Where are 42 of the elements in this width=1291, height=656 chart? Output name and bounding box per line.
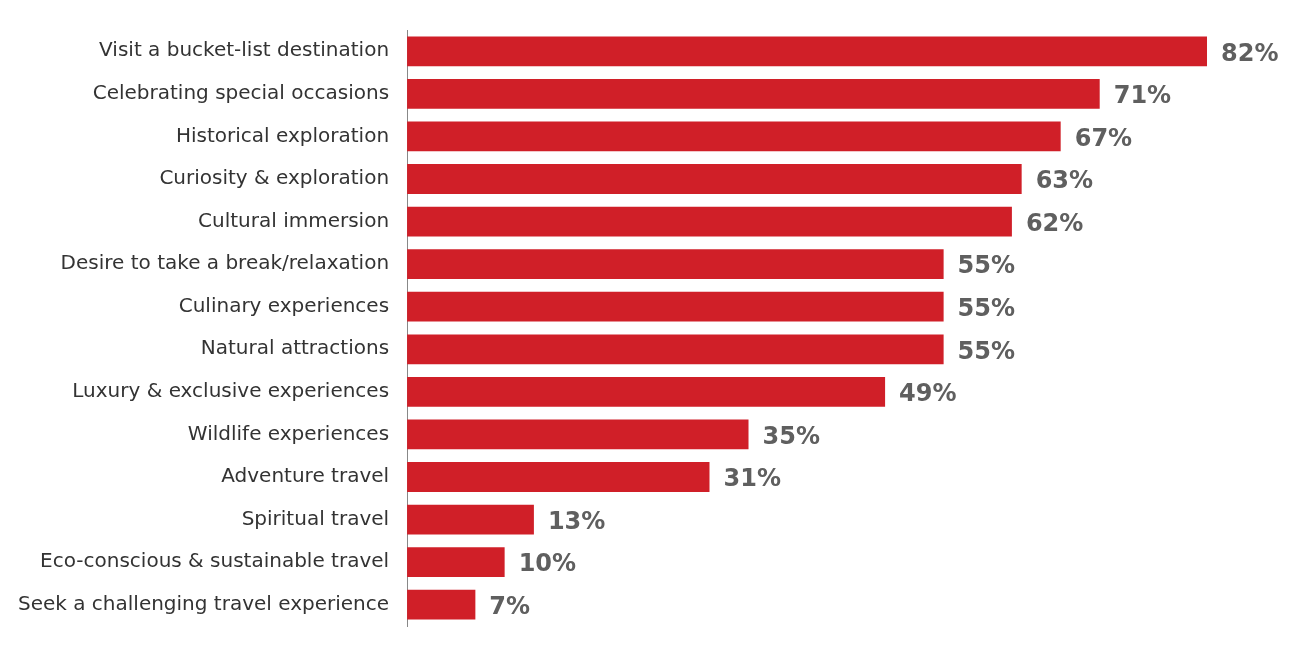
y-tick-label: Curiosity & exploration (159, 165, 390, 190)
data-label: 7% (489, 591, 531, 620)
bar (407, 419, 749, 450)
y-tick-label: Visit a bucket-list destination (99, 37, 390, 62)
data-label: 67% (1074, 123, 1133, 152)
bar (407, 249, 944, 280)
bar (407, 547, 505, 578)
y-tick-label: Culinary experiences (178, 292, 390, 317)
bar (407, 376, 886, 407)
data-label: 55% (957, 336, 1016, 365)
data-label: 71% (1113, 81, 1172, 110)
bar (407, 589, 476, 620)
y-tick-label: Historical exploration (175, 122, 390, 147)
y-tick-label: Cultural immersion (198, 207, 390, 232)
y-tick-label: Celebrating special occasions (92, 80, 390, 105)
data-label: 49% (899, 379, 957, 408)
y-tick-label: Luxury & exclusive experiences (72, 378, 390, 403)
data-label: 82% (1221, 38, 1279, 67)
data-label: 31% (723, 464, 781, 493)
bar (407, 504, 534, 535)
bar (407, 334, 944, 365)
y-tick-label: Eco-conscious & sustainable travel (40, 548, 390, 573)
y-tick-label: Desire to take a break/relaxation (60, 250, 390, 275)
bar (407, 36, 1208, 67)
bar (407, 78, 1100, 109)
data-label: 62% (1025, 208, 1084, 237)
y-tick-label: Wildlife experiences (187, 420, 390, 445)
y-tick-label: Natural attractions (200, 335, 390, 360)
y-tick-label: Adventure travel (221, 463, 390, 488)
bar (407, 462, 710, 492)
bar (407, 121, 1061, 152)
data-label: 63% (1035, 166, 1094, 195)
y-tick-label: Spiritual travel (241, 505, 390, 530)
data-label: 10% (518, 549, 577, 578)
bar (407, 164, 1022, 194)
data-label: 55% (957, 293, 1016, 322)
bar (407, 291, 944, 322)
data-label: 13% (547, 506, 606, 535)
bar (407, 206, 1012, 237)
y-tick-label: Seek a challenging travel experience (17, 590, 390, 615)
data-label: 55% (957, 251, 1016, 280)
data-label: 35% (762, 421, 820, 450)
